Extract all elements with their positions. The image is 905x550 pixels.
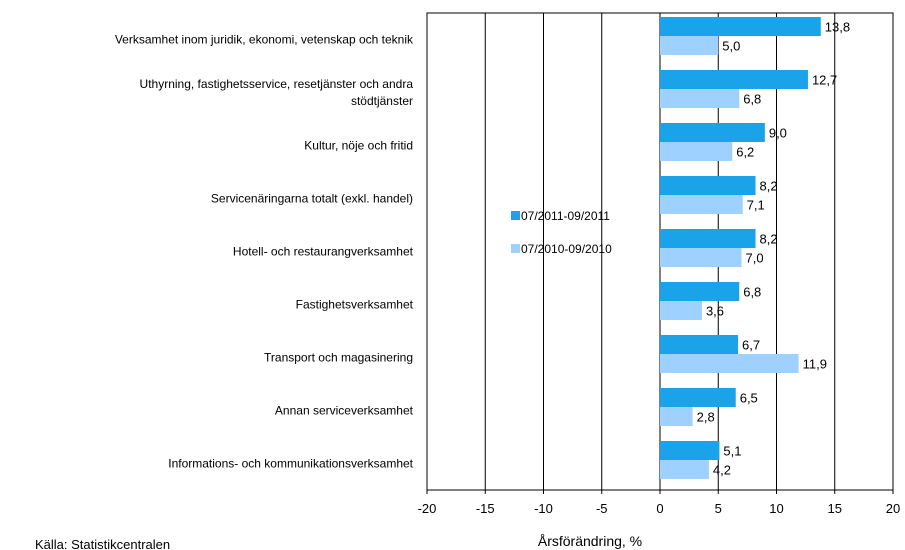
value-label: 13,8 xyxy=(825,20,850,35)
value-label: 11,9 xyxy=(803,357,827,372)
legend-label: 07/2010-09/2010 xyxy=(521,242,612,256)
bar xyxy=(660,388,736,407)
bar xyxy=(660,142,733,161)
tick-label: 10 xyxy=(769,501,783,516)
category-label: Annan serviceverksamhet xyxy=(275,404,414,418)
source-note: Källa: Statistikcentralen xyxy=(35,537,170,550)
tick-label: -5 xyxy=(596,501,608,516)
tick-label: -20 xyxy=(418,501,437,516)
value-label: 3,6 xyxy=(706,304,724,319)
value-label: 2,8 xyxy=(697,410,715,425)
bar xyxy=(660,123,765,142)
bar xyxy=(660,17,821,36)
bar xyxy=(660,70,808,89)
value-label: 7,0 xyxy=(746,251,764,266)
bar xyxy=(660,335,739,354)
value-label: 5,0 xyxy=(722,39,740,54)
value-label: 6,2 xyxy=(736,145,754,160)
category-label: Fastighetsverksamhet xyxy=(296,298,414,312)
legend-label: 07/2011-09/2011 xyxy=(521,209,610,223)
tick-label: 0 xyxy=(656,501,663,516)
value-label: 5,1 xyxy=(723,444,741,459)
bar xyxy=(660,195,743,214)
legend-swatch xyxy=(511,244,520,253)
tick-label: -10 xyxy=(534,501,553,516)
category-label: Kultur, nöje och fritid xyxy=(304,139,413,153)
value-label: 8,2 xyxy=(760,179,778,194)
tick-label: 5 xyxy=(715,501,722,516)
category-label: Hotell- och restaurangverksamhet xyxy=(233,245,414,259)
value-label: 4,2 xyxy=(713,463,731,478)
x-tick-labels: -20 -15 -10 -5 0 5 10 15 20 xyxy=(418,501,901,516)
x-axis-title: Årsförändring, % xyxy=(538,533,642,549)
bar xyxy=(660,36,719,55)
value-label: 9,0 xyxy=(769,126,787,141)
bar xyxy=(660,460,709,479)
value-label: 6,8 xyxy=(743,285,761,300)
bar xyxy=(660,229,756,248)
value-label: 6,5 xyxy=(740,391,758,406)
tick-label: 15 xyxy=(828,501,842,516)
bars xyxy=(660,17,821,479)
category-label: Uthyrning, fastighetsservice, resetjänst… xyxy=(140,77,414,108)
value-label: 8,2 xyxy=(760,232,778,247)
value-label: 7,1 xyxy=(747,198,765,213)
bar xyxy=(660,282,740,301)
category-label: Servicenäringarna totalt (exkl. handel) xyxy=(211,192,413,206)
legend: 07/2011-09/2011 07/2010-09/2010 xyxy=(511,209,612,256)
category-label: Informations- och kommunikationsverksamh… xyxy=(168,457,413,471)
bar xyxy=(660,441,720,460)
value-label: 12,7 xyxy=(812,73,837,88)
bar xyxy=(660,301,702,320)
value-labels: 13,8 5,0 12,7 6,8 9,0 6,2 8,2 7,1 8,2 7,0 6,8 3,6 6,… xyxy=(697,20,850,478)
bar xyxy=(660,407,693,426)
value-label: 6,8 xyxy=(743,92,761,107)
bar xyxy=(660,176,756,195)
bar xyxy=(660,89,740,108)
tick-label: 20 xyxy=(886,501,900,516)
bar xyxy=(660,248,742,267)
value-label: 6,7 xyxy=(742,338,760,353)
bar xyxy=(660,354,799,373)
category-labels: Verksamhet inom juridik, ekonomi, vetens… xyxy=(115,33,414,471)
category-label: Verksamhet inom juridik, ekonomi, vetens… xyxy=(115,33,414,47)
plot-frame xyxy=(426,12,894,494)
category-label: Transport och magasinering xyxy=(264,351,413,365)
tick-label: -15 xyxy=(476,501,495,516)
legend-swatch xyxy=(511,211,520,220)
